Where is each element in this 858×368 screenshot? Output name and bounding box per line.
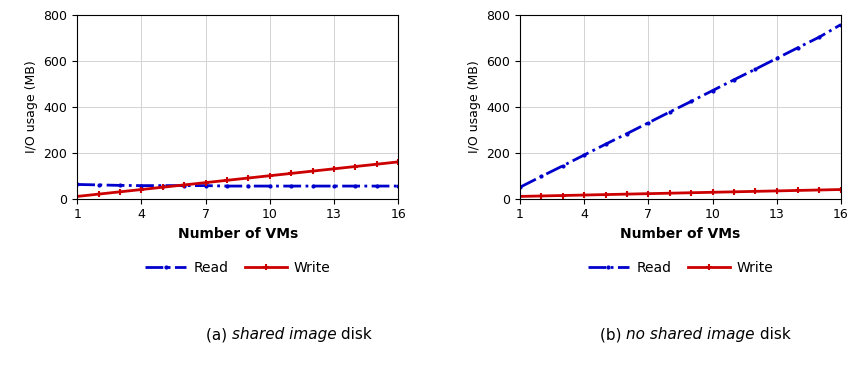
Write — [350, 164, 360, 169]
Read — [728, 78, 739, 82]
Write — [793, 188, 803, 193]
Write — [515, 194, 525, 199]
Read — [393, 184, 403, 188]
Read — [622, 131, 632, 136]
Read — [750, 67, 760, 71]
Write — [644, 191, 654, 196]
Text: (b): (b) — [600, 328, 626, 342]
Read — [243, 184, 253, 188]
Write — [601, 192, 611, 197]
Read — [286, 184, 296, 188]
Legend: Read, Write: Read, Write — [145, 261, 330, 275]
Write — [393, 160, 403, 164]
Read — [686, 99, 696, 104]
Write — [286, 171, 296, 176]
Write — [579, 193, 589, 197]
Read — [201, 183, 211, 188]
Text: (a): (a) — [206, 328, 232, 342]
Write — [665, 191, 675, 195]
X-axis label: Number of VMs: Number of VMs — [178, 227, 298, 241]
Write — [836, 187, 846, 192]
Write — [372, 162, 382, 166]
Read — [372, 184, 382, 188]
Line: Write: Write — [74, 159, 402, 200]
Line: Read: Read — [75, 182, 401, 189]
Read — [222, 184, 233, 188]
Write — [136, 187, 147, 192]
Line: Read: Read — [517, 22, 843, 190]
Read — [771, 56, 782, 61]
Write — [329, 167, 339, 171]
Read — [158, 183, 168, 188]
Read — [665, 110, 675, 114]
Read — [601, 142, 611, 146]
Text: disk: disk — [755, 328, 790, 342]
Read — [115, 183, 125, 188]
Read — [644, 121, 654, 125]
Write — [750, 189, 760, 194]
Y-axis label: I/O usage (MB): I/O usage (MB) — [25, 60, 38, 153]
Text: no shared image: no shared image — [626, 328, 755, 342]
Read — [814, 35, 825, 39]
Legend: Read, Write: Read, Write — [588, 261, 773, 275]
Write — [771, 189, 782, 193]
Read — [179, 183, 190, 188]
Read — [836, 22, 846, 27]
Read — [579, 153, 589, 157]
Write — [72, 194, 82, 199]
Read — [94, 183, 104, 187]
Write — [707, 190, 717, 194]
Text: shared image: shared image — [232, 328, 336, 342]
X-axis label: Number of VMs: Number of VMs — [620, 227, 740, 241]
Read — [350, 184, 360, 188]
Write — [222, 178, 233, 183]
Write — [558, 193, 568, 198]
Text: disk: disk — [336, 328, 372, 342]
Read — [264, 184, 275, 188]
Write — [686, 191, 696, 195]
Line: Write: Write — [517, 186, 844, 200]
Read — [72, 182, 82, 187]
Y-axis label: I/O usage (MB): I/O usage (MB) — [468, 60, 480, 153]
Read — [536, 174, 547, 178]
Write — [307, 169, 317, 173]
Write — [814, 188, 825, 192]
Read — [558, 164, 568, 168]
Write — [243, 176, 253, 180]
Read — [793, 45, 803, 50]
Write — [115, 190, 125, 194]
Read — [136, 183, 147, 188]
Write — [158, 185, 168, 190]
Write — [536, 194, 547, 198]
Read — [707, 88, 717, 93]
Write — [94, 192, 104, 197]
Read — [515, 185, 525, 190]
Read — [329, 184, 339, 188]
Write — [179, 183, 190, 187]
Write — [201, 180, 211, 185]
Write — [264, 174, 275, 178]
Write — [728, 190, 739, 194]
Read — [307, 184, 317, 188]
Write — [622, 192, 632, 197]
